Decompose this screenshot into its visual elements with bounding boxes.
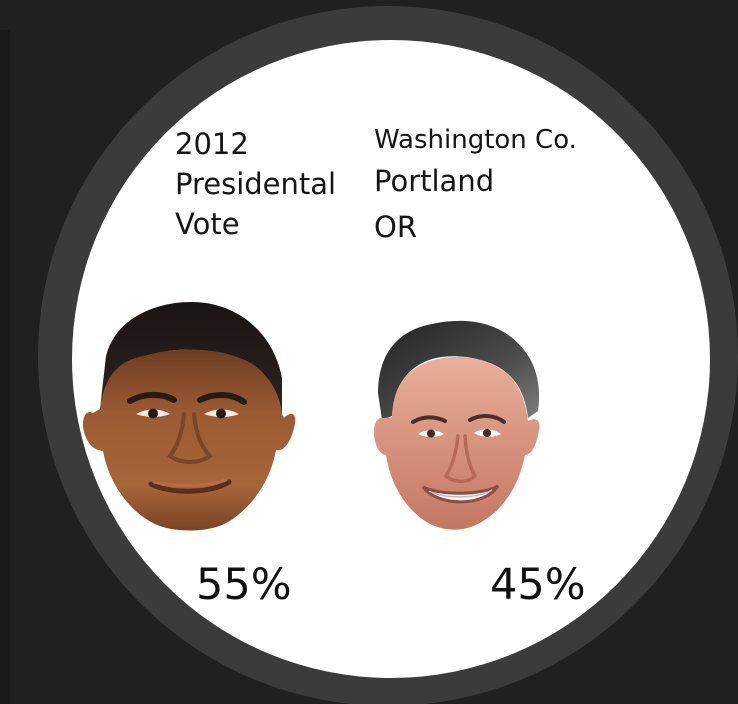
obama-vote-percent: 55% xyxy=(196,560,292,610)
election-type: Presidental xyxy=(175,167,337,201)
election-subtitle: Vote xyxy=(175,207,240,241)
location-block: Washington Co. Portland OR xyxy=(374,122,614,250)
county-label: Washington Co. xyxy=(374,125,577,155)
city-label: Portland xyxy=(374,164,495,198)
watch-face[interactable]: 2012 Presidental Vote Washington Co. Por… xyxy=(72,40,710,678)
romney-portrait[interactable] xyxy=(374,310,542,530)
obama-portrait[interactable] xyxy=(78,298,298,532)
state-label: OR xyxy=(374,210,417,244)
election-year: 2012 xyxy=(175,127,249,161)
left-edge-strip xyxy=(0,30,10,704)
romney-vote-percent: 45% xyxy=(490,560,586,610)
election-title: 2012 Presidental Vote xyxy=(175,124,355,244)
